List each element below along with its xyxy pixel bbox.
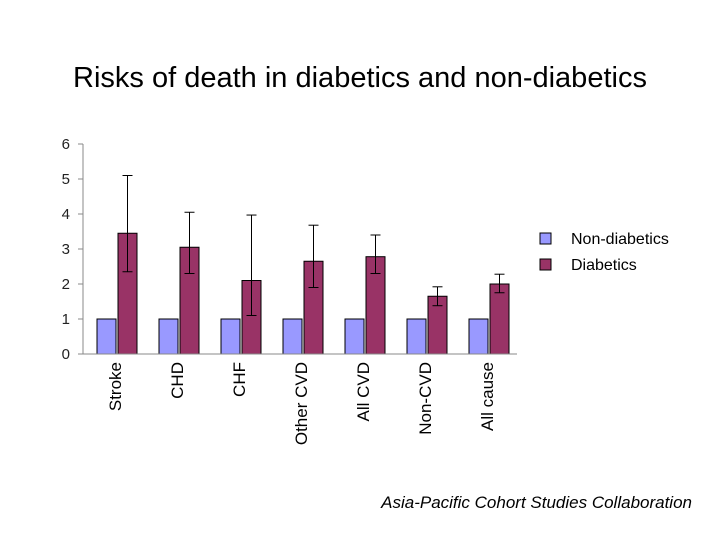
x-category-label: Other CVD <box>292 362 311 445</box>
bar-non-diabetics <box>344 318 365 355</box>
x-category-label: CHD <box>168 362 187 399</box>
bar-non-diabetics <box>220 318 241 355</box>
bar-non-diabetics <box>468 318 489 355</box>
legend-label: Non-diabetics <box>571 231 669 248</box>
bar-diabetics <box>489 283 510 355</box>
chart-title: Risks of death in diabetics and non-diab… <box>73 62 647 94</box>
legend-swatch <box>539 258 552 271</box>
x-category-label: Non-CVD <box>416 362 435 435</box>
legend-label: Diabetics <box>571 257 637 274</box>
y-tick-label: 2 <box>62 276 70 293</box>
bar-non-diabetics <box>282 318 303 355</box>
y-tick-label: 6 <box>62 136 70 153</box>
x-category-label: Stroke <box>106 362 125 411</box>
y-tick-label: 0 <box>62 346 70 363</box>
y-tick-label: 5 <box>62 171 70 188</box>
y-tick-label: 1 <box>62 311 70 328</box>
x-category-label: All cause <box>478 362 497 431</box>
bar-non-diabetics <box>96 318 117 355</box>
x-category-label: CHF <box>230 362 249 397</box>
source-caption: Asia-Pacific Cohort Studies Collaboratio… <box>381 493 692 512</box>
bar-non-diabetics <box>406 318 427 355</box>
y-tick-label: 4 <box>62 206 70 223</box>
bar-non-diabetics <box>158 318 179 355</box>
legend-swatch <box>539 232 552 245</box>
x-category-label: All CVD <box>354 362 373 422</box>
y-tick-label: 3 <box>62 241 70 258</box>
